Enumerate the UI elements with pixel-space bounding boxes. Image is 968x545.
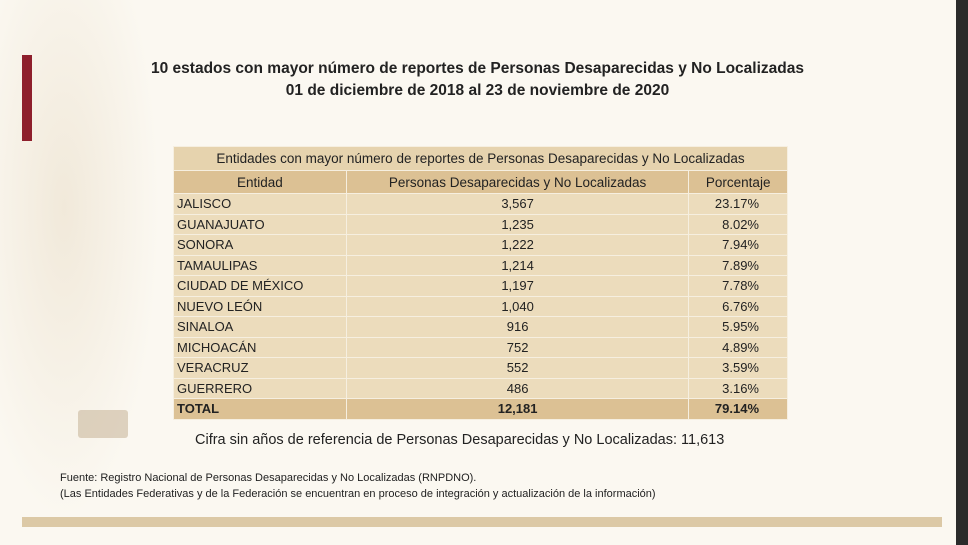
table-cell: 12,181 [345,398,690,420]
table-cell: MICHOACÁN [173,336,347,358]
table-cell: 552 [345,357,690,379]
logo [78,410,128,438]
table-cell: 7.89% [688,254,788,276]
red-accent-bar [22,55,32,141]
table-row: TAMAULIPAS 1,214 7.89% [173,254,788,276]
table-caption: Entidades con mayor número de reportes d… [173,146,788,171]
table-cell: 1,197 [345,275,690,297]
table-row: GUERRERO 486 3.16% [173,377,788,399]
table-cell: GUERRERO [173,377,347,399]
table-cell: 5.95% [688,316,788,338]
table-cell: 3.16% [688,377,788,399]
table-cell: VERACRUZ [173,357,347,379]
table-cell: SINALOA [173,316,347,338]
table-cell: 7.94% [688,234,788,256]
table-cell: 486 [345,377,690,399]
table-cell: 1,235 [345,213,690,235]
table-cell: GUANAJUATO [173,213,347,235]
source: Fuente: Registro Nacional de Personas De… [60,472,477,484]
table-cell: 3,567 [345,193,690,215]
table-cell: 8.02% [688,213,788,235]
table-cell: 79.14% [688,398,788,420]
title: 10 estados con mayor número de reportes … [0,58,955,102]
table-cell: 3.59% [688,357,788,379]
table-row: CIUDAD DE MÉXICO 1,197 7.78% [173,275,788,297]
table-row: TOTAL 12,181 79.14% [173,398,788,420]
table-cell: 752 [345,336,690,358]
note: Cifra sin años de referencia de Personas… [195,432,725,448]
table-cell: 1,222 [345,234,690,256]
table-cell: SONORA [173,234,347,256]
table-cell: 23.17% [688,193,788,215]
right-edge [956,0,968,545]
bottom-bar [22,517,942,527]
table-cell: 7.78% [688,275,788,297]
table-row: SINALOA 916 5.95% [173,316,788,338]
table-cell: NUEVO LEÓN [173,295,347,317]
table-row: MICHOACÁN 752 4.89% [173,336,788,358]
table-row: JALISCO 3,567 23.17% [173,193,788,215]
source-note: (Las Entidades Federativas y de la Feder… [60,488,656,500]
column-header: Personas Desaparecidas y No Localizadas [345,170,690,194]
column-header: Entidad [173,170,347,194]
table-cell: TAMAULIPAS [173,254,347,276]
table-cell: 1,040 [345,295,690,317]
table-cell: 916 [345,316,690,338]
table-cell: TOTAL [173,398,347,420]
table-row: VERACRUZ 552 3.59% [173,357,788,379]
table-row: GUANAJUATO 1,235 8.02% [173,213,788,235]
subtitle-line: 01 de diciembre de 2018 al 23 de noviemb… [285,82,670,99]
data-table: Entidades con mayor número de reportes d… [173,146,788,420]
table-cell: 6.76% [688,295,788,317]
table-cell: 4.89% [688,336,788,358]
table-cell: JALISCO [173,193,347,215]
table-row: SONORA 1,222 7.94% [173,234,788,256]
table-row: NUEVO LEÓN 1,040 6.76% [173,295,788,317]
title-line: 10 estados con mayor número de reportes … [151,60,804,77]
table-cell: 1,214 [345,254,690,276]
column-header: Porcentaje [688,170,788,194]
table-cell: CIUDAD DE MÉXICO [173,275,347,297]
